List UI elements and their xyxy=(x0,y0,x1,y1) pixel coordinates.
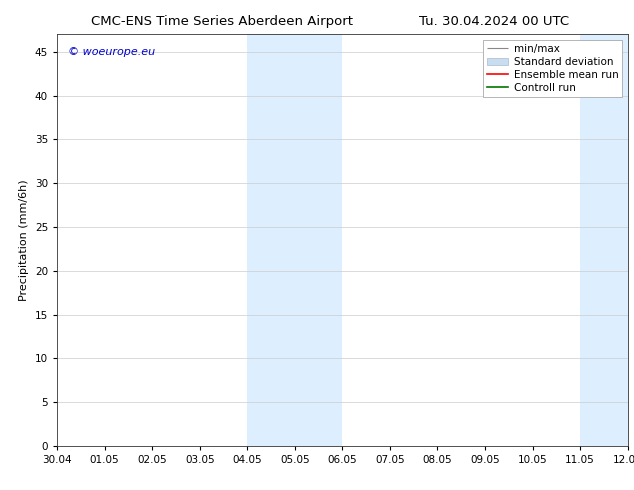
Bar xyxy=(580,34,628,446)
Y-axis label: Precipitation (mm/6h): Precipitation (mm/6h) xyxy=(19,179,29,301)
Legend: min/max, Standard deviation, Ensemble mean run, Controll run: min/max, Standard deviation, Ensemble me… xyxy=(483,40,623,97)
Bar xyxy=(247,34,342,446)
Text: CMC-ENS Time Series Aberdeen Airport: CMC-ENS Time Series Aberdeen Airport xyxy=(91,15,353,28)
Text: © woeurope.eu: © woeurope.eu xyxy=(68,47,155,57)
Text: Tu. 30.04.2024 00 UTC: Tu. 30.04.2024 00 UTC xyxy=(420,15,569,28)
